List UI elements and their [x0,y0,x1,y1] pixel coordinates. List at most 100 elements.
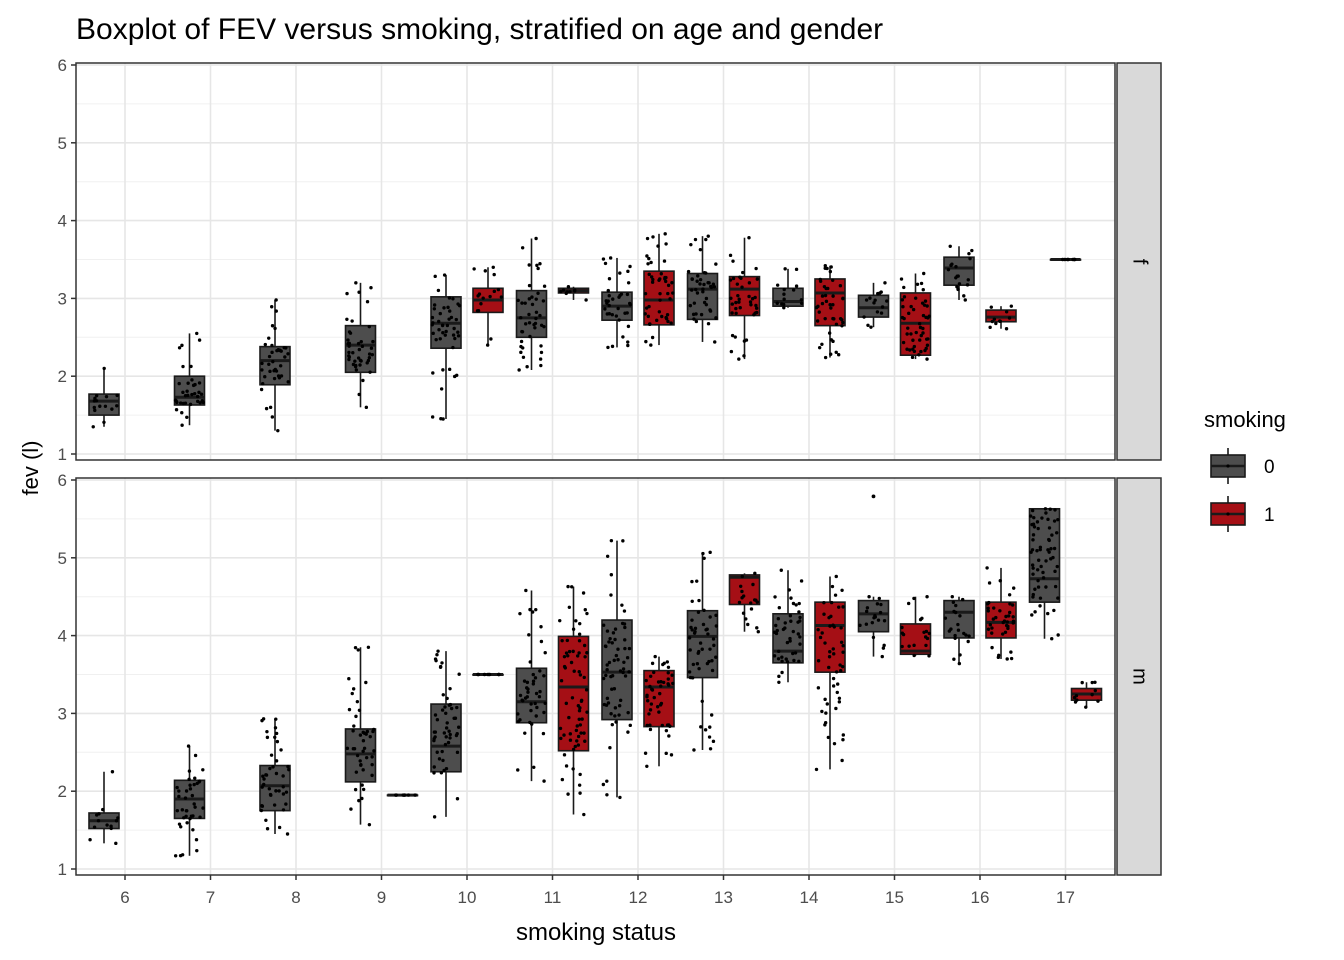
data-point [827,331,832,335]
data-point [529,722,534,726]
data-point [713,340,717,344]
data-point [647,712,651,716]
data-point [110,407,114,411]
data-point [568,732,573,736]
data-point [1031,566,1035,570]
data-point [875,602,880,606]
data-point [270,350,274,355]
data-point [618,795,622,800]
data-point [455,797,460,801]
data-point [109,824,113,828]
data-point [791,601,796,606]
data-point [531,672,535,677]
y-tick-label: 2 [58,367,67,386]
data-point [369,286,373,290]
data-point [966,639,970,644]
data-point [529,702,533,706]
data-point [613,714,617,718]
data-point [566,285,571,289]
data-point [658,291,662,296]
data-point [114,819,119,823]
data-point [578,621,582,626]
data-point [621,539,625,543]
data-point [868,296,872,300]
data-point [823,723,827,727]
data-point [954,276,958,280]
data-point [655,318,659,323]
data-point [956,628,961,632]
data-point [823,697,827,702]
data-point [367,822,372,827]
data-point [772,630,777,634]
data-point [699,725,703,729]
data-point [190,378,194,382]
data-point [430,315,435,320]
data-point [731,276,736,281]
data-point [799,579,804,583]
data-point [264,773,269,777]
data-point [482,672,487,677]
data-point [647,272,651,277]
data-point [729,349,734,354]
legend-key-point [1226,464,1230,468]
data-point [358,363,362,367]
data-point [736,293,740,298]
data-point [441,331,445,335]
data-point [925,595,929,599]
data-point [432,815,437,819]
data-point [445,696,449,701]
data-point [272,803,277,807]
data-point [785,640,790,645]
data-point [1001,620,1005,625]
data-point [711,637,716,641]
data-point [824,286,828,291]
data-point [754,303,758,308]
data-point [754,310,759,315]
data-point [492,272,496,277]
data-point [603,261,608,266]
data-point [102,420,106,425]
data-point [279,374,284,378]
data-point [666,291,670,296]
data-point [816,686,821,690]
data-point [430,415,435,419]
x-tick-label: 12 [629,888,648,907]
data-point [406,793,411,797]
data-point [609,712,613,716]
data-point [738,306,742,310]
data-point [175,785,179,790]
data-point [436,288,441,293]
data-point [1035,520,1040,524]
data-point [900,298,905,302]
data-point [656,680,661,684]
data-point [1008,602,1012,606]
data-point [617,295,621,299]
data-point [902,285,906,290]
x-tick-label: 6 [120,888,129,907]
data-point [862,315,866,319]
box-f-17-s0 [1049,257,1082,262]
data-point [607,303,611,308]
data-point [199,392,204,396]
data-point [608,256,613,260]
data-point [754,306,759,310]
data-point [879,290,883,294]
data-point [708,647,712,651]
data-point [367,324,372,329]
data-point [608,636,612,641]
data-point [746,622,750,627]
data-point [559,678,564,683]
data-point [950,595,954,599]
data-point [666,671,670,675]
data-point [185,821,189,825]
facet-panel-f: 1 2 3 4 5 6 f [58,56,1162,464]
data-point [534,607,538,612]
data-point [873,298,877,302]
data-point [1030,548,1035,552]
data-point [584,688,589,692]
data-point [451,333,456,337]
data-point [951,600,956,604]
data-point [262,782,266,787]
data-point [834,706,838,711]
data-point [955,285,959,289]
